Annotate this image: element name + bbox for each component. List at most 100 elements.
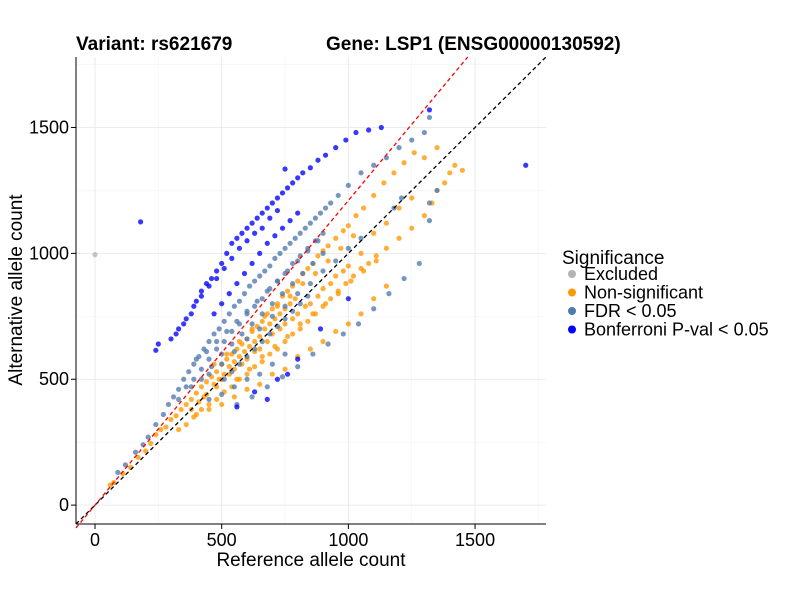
data-point [373,258,379,264]
data-point [315,253,321,259]
y-tick-label: 500 [39,369,69,389]
data-point [193,390,199,396]
data-point [328,200,334,206]
data-point [244,225,250,231]
data-point [181,321,187,327]
data-point [383,155,389,161]
data-point [381,180,387,186]
plot-panel: 0 500 1000 1500 0 500 1000 1500 [29,56,547,550]
data-point [358,311,364,317]
data-point [259,225,265,231]
data-point [284,185,291,191]
data-point [300,170,306,176]
data-point [312,270,319,277]
data-point [371,306,377,312]
data-point [421,129,427,136]
data-point [211,311,217,317]
data-point [272,255,278,261]
data-point [383,283,389,289]
data-point [259,210,265,216]
data-point [160,411,167,418]
data-point [254,298,260,304]
data-point [211,331,217,337]
data-point [193,411,199,418]
data-point [176,396,182,402]
data-point [252,364,258,370]
data-point [206,406,212,413]
data-point [219,401,225,408]
data-point [277,250,283,256]
x-axis-title: Reference allele count [216,550,406,571]
data-point [315,157,321,163]
data-point [320,338,326,345]
data-point [173,331,179,337]
y-tick-label: 1500 [29,117,69,137]
data-point [219,361,225,367]
data-point [178,406,184,413]
x-tick-label: 1500 [455,530,495,550]
data-point [193,298,199,304]
data-point [282,338,288,345]
data-point [203,379,210,385]
data-point [224,328,230,335]
data-point [282,351,288,357]
data-point [307,301,313,307]
data-point [183,316,189,322]
axes [75,57,546,525]
data-point [165,401,172,408]
y-tick-label: 1000 [29,243,69,263]
data-point [290,331,296,337]
data-point [236,298,243,304]
data-point [236,353,243,360]
data-point [282,321,288,327]
data-point [307,220,313,226]
grid-lines [76,57,546,524]
data-point [523,162,529,168]
data-point [307,165,313,171]
data-point [383,245,389,251]
data-point [183,401,189,408]
data-point [163,424,169,430]
data-point [153,421,159,428]
data-point [452,162,458,168]
x-tick-label: 1000 [328,530,368,550]
data-point [214,346,220,352]
data-point [249,260,255,267]
data-point [191,303,197,309]
data-point [315,293,321,299]
data-point [267,263,273,269]
legend-label: Non-significant [584,283,703,303]
data-point [317,326,324,332]
data-point [358,170,364,176]
data-point [138,219,144,225]
legend-label: FDR < 0.05 [584,301,677,321]
data-point [198,366,205,372]
data-point [307,346,313,352]
legend-item: Bonferroni P-val < 0.05 [568,320,769,340]
data-point [269,313,275,319]
data-point [186,369,192,375]
data-point [290,180,296,186]
legend-item: Excluded [568,264,658,284]
legend-marker [568,270,576,278]
data-point [350,273,357,279]
data-point [282,245,288,251]
data-point [358,235,364,241]
data-point [360,205,367,211]
variant-title: Variant: rs621679 [76,34,232,55]
data-point [274,195,281,201]
data-point [320,250,326,256]
data-point [188,396,194,402]
data-point [320,230,326,236]
data-point [295,364,301,370]
data-point [292,296,298,302]
data-point [249,220,255,226]
data-point [246,283,253,289]
data-point [305,265,311,272]
data-point [297,321,303,327]
data-point [305,318,311,324]
data-point [279,225,286,231]
data-point [353,213,359,219]
